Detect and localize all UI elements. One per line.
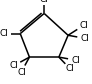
Text: Cl: Cl xyxy=(66,64,74,73)
Text: Cl: Cl xyxy=(9,61,18,70)
Text: Cl: Cl xyxy=(71,56,80,65)
Text: Cl: Cl xyxy=(79,21,88,30)
Text: Cl: Cl xyxy=(0,29,8,38)
Text: Cl: Cl xyxy=(18,68,26,77)
Text: Cl: Cl xyxy=(40,0,49,5)
Text: Cl: Cl xyxy=(80,34,89,43)
